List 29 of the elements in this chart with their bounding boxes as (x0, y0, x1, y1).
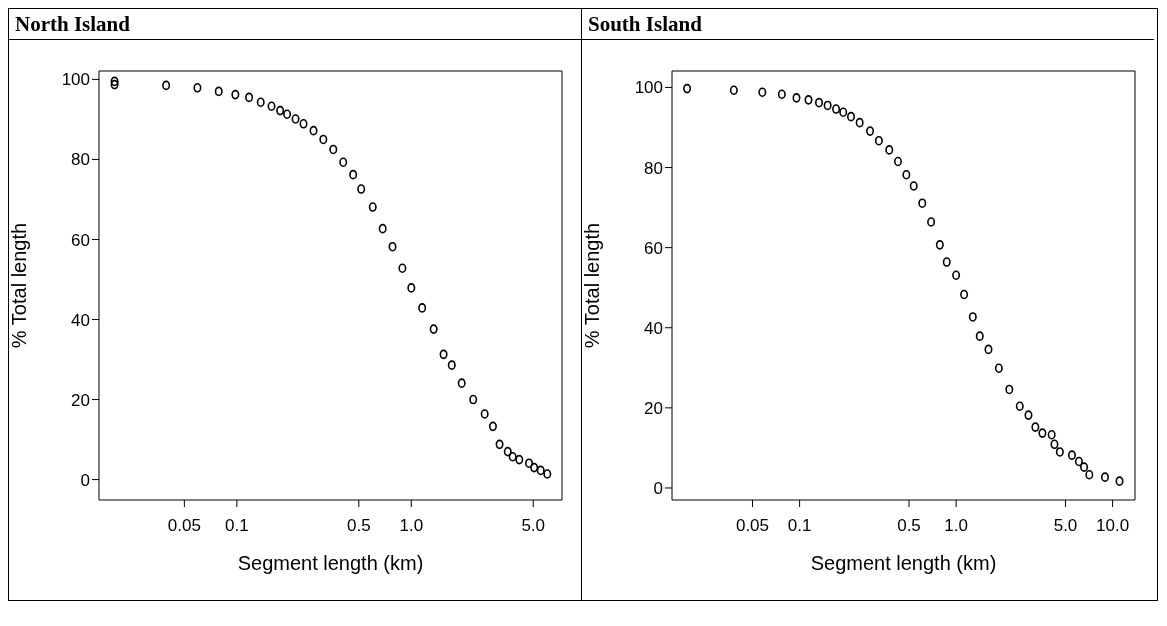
x-axis-title: Segment length (km) (810, 552, 997, 574)
y-tick-label: 40 (71, 310, 90, 330)
x-tick-label: 1.0 (944, 516, 968, 536)
y-tick-label: 0 (80, 470, 90, 490)
y-tick-label: 20 (644, 398, 663, 418)
x-tick-label: 0.05 (735, 516, 770, 536)
y-axis-title: % Total length (581, 222, 604, 349)
y-axis-title: % Total length (8, 222, 31, 349)
y-tick-label: 80 (71, 150, 90, 170)
x-tick-label: 0.1 (787, 516, 812, 536)
x-tick-label: 0.05 (167, 516, 201, 536)
x-tick-label: 1.0 (399, 516, 424, 536)
y-tick-label: 100 (61, 70, 90, 90)
y-tick-label: 0 (653, 479, 663, 499)
x-tick-label: 5.0 (1053, 516, 1078, 536)
y-tick-label: 100 (634, 78, 663, 98)
y-tick-label: 60 (644, 238, 663, 258)
x-tick-label: 5.0 (521, 516, 546, 536)
chart-title: South Island (582, 9, 1154, 40)
x-tick-label: 10.0 (1096, 516, 1130, 536)
x-tick-label: 0.1 (225, 516, 249, 536)
x-tick-label: 0.5 (897, 516, 921, 536)
chart-title: North Island (9, 9, 581, 40)
y-tick-label: 20 (71, 390, 90, 410)
y-tick-label: 60 (71, 230, 90, 250)
y-tick-label: 40 (644, 318, 663, 338)
y-tick-label: 80 (644, 158, 663, 178)
x-tick-label: 0.5 (346, 516, 371, 536)
x-axis-title: Segment length (km) (237, 552, 424, 574)
